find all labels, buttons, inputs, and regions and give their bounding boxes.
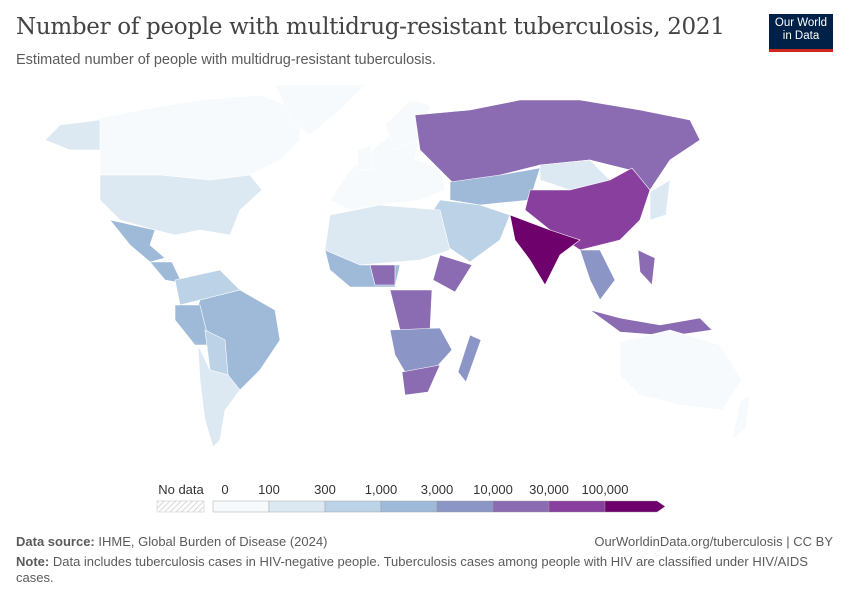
country-india[interactable] [509, 214, 581, 286]
legend-tick-label: 100 [258, 482, 280, 497]
legend-tick-label: 3,000 [420, 482, 454, 497]
country-new-zealand[interactable] [731, 394, 751, 441]
source-url[interactable]: OurWorldinData.org/tuberculosis | CC BY [594, 534, 833, 549]
country-united-kingdom[interactable] [356, 144, 374, 171]
country-china[interactable] [524, 167, 651, 251]
country-mexico[interactable] [109, 219, 166, 263]
note-label: Note: [16, 554, 50, 569]
logo-line2: in Data [782, 30, 820, 42]
legend-tick-label: 300 [314, 482, 336, 497]
country-ethiopia[interactable] [432, 254, 473, 293]
country-madagascar[interactable] [457, 334, 482, 383]
legend-no-data-label: No data [158, 482, 204, 497]
legend-swatch[interactable] [548, 500, 606, 513]
country-philippines[interactable] [637, 249, 656, 286]
legend-bar [156, 500, 666, 513]
country-southern-africa[interactable] [389, 327, 453, 373]
country-japan[interactable] [649, 179, 671, 221]
legend-swatch[interactable] [604, 500, 666, 513]
legend-tick-label: 10,000 [473, 482, 513, 497]
legend-swatch[interactable] [268, 500, 326, 513]
note-text: Data includes tuberculosis cases in HIV-… [16, 554, 808, 585]
country-north-africa[interactable] [324, 204, 451, 266]
legend-no-data-swatch [156, 500, 205, 513]
legend-swatch[interactable] [324, 500, 382, 513]
country-south-africa[interactable] [401, 364, 441, 396]
legend-tick-label: 30,000 [529, 482, 569, 497]
country-greenland[interactable] [270, 85, 370, 136]
legend-tick-label: 0 [221, 482, 229, 497]
country-alaska[interactable] [44, 119, 101, 151]
country-nigeria[interactable] [369, 264, 396, 286]
source-label: Data source: [16, 534, 95, 549]
note: Note: Data includes tuberculosis cases i… [16, 554, 816, 586]
legend-swatch[interactable] [492, 500, 550, 513]
country-dr-congo[interactable] [389, 289, 433, 331]
legend-swatch[interactable] [436, 500, 494, 513]
country-southeast-asia[interactable] [579, 249, 616, 301]
country-australia[interactable] [619, 329, 743, 411]
logo-line1: Our World [774, 17, 828, 29]
data-source: Data source: IHME, Global Burden of Dise… [16, 534, 327, 549]
country-peru[interactable] [174, 304, 211, 346]
country-argentina-chile[interactable] [197, 344, 241, 448]
world-map [44, 85, 751, 448]
owid-logo[interactable]: Our World in Data [769, 14, 833, 52]
source-text[interactable]: IHME, Global Burden of Disease (2024) [98, 534, 328, 549]
legend-swatch[interactable] [212, 500, 270, 513]
legend-swatch[interactable] [380, 500, 438, 513]
legend-tick-label: 100,000 [581, 482, 629, 497]
country-united-states[interactable] [99, 174, 263, 236]
subtitle: Estimated number of people with multidru… [16, 52, 436, 68]
country-indonesia[interactable] [589, 309, 713, 337]
legend-tick-label: 1,000 [364, 482, 398, 497]
page-title: Number of people with multidrug-resistan… [16, 14, 725, 40]
legend: No data 0 100 300 1,000 3,000 10,000 30,000 100… [0, 478, 850, 518]
